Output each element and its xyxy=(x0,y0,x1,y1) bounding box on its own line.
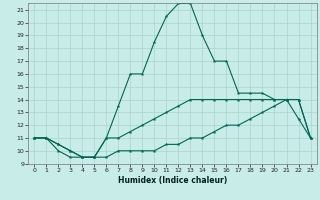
X-axis label: Humidex (Indice chaleur): Humidex (Indice chaleur) xyxy=(118,176,227,185)
